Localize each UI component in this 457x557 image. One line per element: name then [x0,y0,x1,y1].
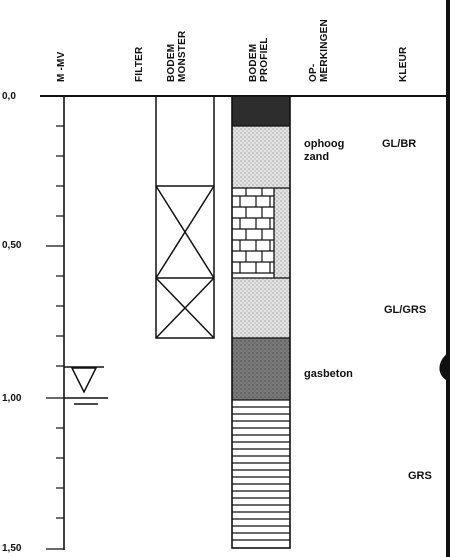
depth-label-150: 1,50 [2,543,22,554]
profile-layer-fill-sand [232,126,290,188]
soil-sample-column [155,95,215,339]
profile-layer-clay [232,400,290,548]
remark-fill-sand-line2: zand [304,151,330,163]
binding-mark [439,352,450,382]
groundwater-level-symbol [64,366,108,405]
remark-gasbeton: gasbeton [304,368,353,380]
depth-ticks [46,125,64,550]
depth-label-100: 1,00 [2,393,22,404]
depth-label-0: 0,0 [2,91,16,102]
remark-fill-sand: ophoog zand [304,138,344,164]
depth-label-050: 0,50 [2,240,22,251]
profile-column-outline [231,95,291,549]
profile-layer-top [232,96,290,126]
color-gl-br: GL/BR [382,138,417,150]
right-edge-border [446,0,450,557]
profile-layer-brick [232,188,274,278]
soil-profile-column [231,95,291,549]
brick-pattern [232,188,274,274]
remark-fill-sand-line1: ophoog [304,138,345,150]
color-grs: GRS [408,470,432,482]
color-gl-grs: GL/GRS [384,304,427,316]
clay-pattern [232,406,290,541]
profile-layer-sand-2 [232,278,290,338]
profile-layer-gasbeton [232,338,290,400]
